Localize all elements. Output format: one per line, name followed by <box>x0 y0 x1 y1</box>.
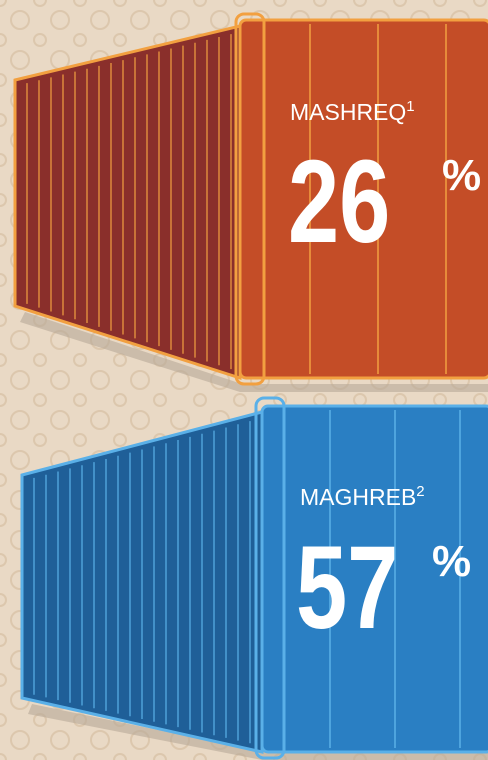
region-name: MASHREQ <box>290 99 406 125</box>
container-side <box>13 24 242 381</box>
region-name: MAGHREB <box>300 484 416 510</box>
container-door <box>238 18 488 380</box>
shadow <box>20 312 488 392</box>
footnote-marker: 2 <box>416 483 424 500</box>
share-value: 26 <box>288 136 390 268</box>
container-mashreq: MASHREQ1 26 % <box>13 12 488 392</box>
footnote-marker: 1 <box>406 98 414 115</box>
share-unit: % <box>442 151 481 200</box>
shadow <box>28 704 488 760</box>
region-label: MASHREQ1 <box>290 98 415 125</box>
corner-post <box>254 396 286 760</box>
corner-post <box>234 12 266 386</box>
share-value: 57 <box>296 522 398 654</box>
container-door <box>260 404 488 754</box>
container-maghreb: MAGHREB2 57 % <box>20 396 488 760</box>
region-label: MAGHREB2 <box>300 483 425 510</box>
share-unit: % <box>432 537 471 586</box>
